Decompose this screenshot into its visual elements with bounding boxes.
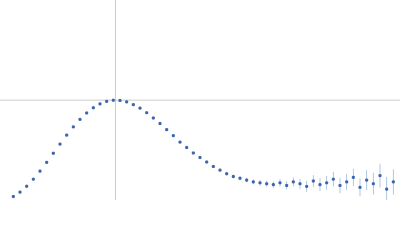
data-point [118, 98, 122, 103]
data-point [131, 103, 135, 107]
data-point [98, 102, 102, 106]
data-point [178, 140, 182, 144]
data-point [258, 181, 262, 185]
data-point [145, 111, 149, 115]
data-point [38, 169, 42, 173]
data-point [245, 178, 249, 182]
data-point [71, 125, 75, 129]
data-point [365, 178, 369, 182]
data-point [125, 100, 129, 104]
data-point [271, 183, 275, 187]
page: (() => { const data = JSON.parse(documen… [0, 0, 400, 200]
data-point [325, 181, 329, 185]
data-point [85, 111, 89, 115]
data-point [205, 160, 209, 164]
data-point [105, 99, 109, 103]
data-point [111, 98, 115, 102]
data-point [185, 145, 189, 150]
data-point [45, 160, 49, 164]
data-point [238, 176, 242, 180]
data-point [265, 182, 269, 186]
data-point [385, 187, 389, 191]
data-point [65, 133, 69, 137]
data-point [91, 106, 95, 110]
data-point [391, 180, 395, 184]
data-point [278, 181, 282, 185]
data-point [305, 184, 309, 189]
data-point [165, 127, 169, 132]
data-point [371, 182, 375, 186]
data-point [138, 106, 142, 110]
data-point [218, 168, 222, 172]
data-point [31, 177, 35, 181]
data-point [151, 116, 155, 120]
data-point [331, 177, 335, 181]
data-point [378, 173, 382, 178]
data-point [18, 190, 22, 194]
data-point [358, 185, 362, 189]
data-point [291, 180, 295, 184]
data-point [158, 121, 162, 126]
data-point [251, 180, 255, 184]
data-point [191, 151, 195, 155]
data-point [351, 175, 355, 179]
data-point [318, 183, 322, 187]
data-point [198, 155, 202, 160]
data-point [11, 194, 15, 199]
data-point [345, 180, 349, 184]
data-point [171, 134, 175, 138]
data-point [231, 174, 235, 179]
data-point [211, 164, 215, 169]
data-point [285, 183, 289, 188]
data-point [298, 182, 302, 186]
data-point [311, 179, 315, 183]
data-point [225, 172, 229, 176]
data-point [25, 184, 29, 188]
data-point [338, 183, 342, 188]
data-point [78, 117, 82, 121]
data-point [58, 142, 62, 146]
chart [0, 0, 400, 200]
data-point [51, 151, 55, 155]
